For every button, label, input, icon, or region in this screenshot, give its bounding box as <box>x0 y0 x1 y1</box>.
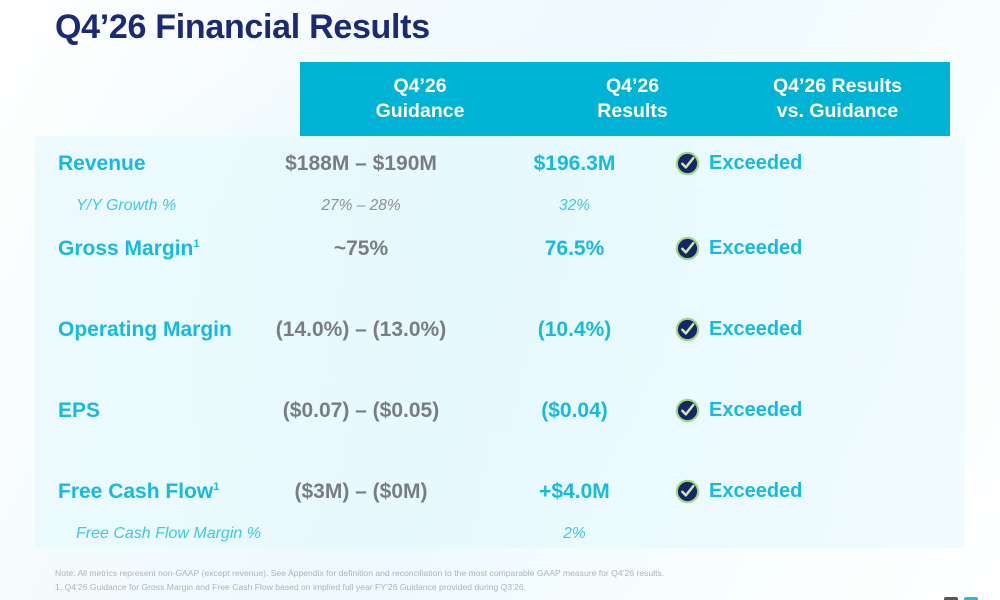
page-marker-cyan <box>964 597 978 600</box>
page-title: Q4’26 Financial Results <box>55 8 430 46</box>
row-label-fcf-margin: Free Cash Flow Margin % <box>0 525 261 543</box>
column-header-results-line2: Results <box>597 100 668 122</box>
footnote-marker: 1 <box>213 480 220 493</box>
table-row: Free Cash Flow Margin % 2% <box>0 519 1000 549</box>
row-results-yy-growth: 32% <box>558 197 591 214</box>
footnotes: Note: All metrics represent non-GAAP (ex… <box>55 566 755 594</box>
footnote-line-2: 1. Q4’26 Guidance for Gross Margin and F… <box>55 582 526 593</box>
row-label-revenue: Revenue <box>0 152 240 176</box>
row-label-text: Free Cash Flow <box>58 479 214 503</box>
table-row: Operating Margin (14.0%) – (13.0%) (10.4… <box>0 302 1000 357</box>
column-header-vs-guidance-line2: vs. Guidance <box>776 100 899 122</box>
table-row: EPS ($0.07) – ($0.05) ($0.04) Exceeded <box>0 383 1000 438</box>
page-marker-dark <box>944 597 958 600</box>
row-label-text: Revenue <box>58 151 146 175</box>
row-label-yy-growth: Y/Y Growth % <box>0 197 240 215</box>
status-badge: Exceeded <box>709 237 803 259</box>
row-status-gross-margin: Exceeded <box>667 236 927 261</box>
column-header-vs-guidance: Q4’26 Results vs. Guidance <box>725 74 950 124</box>
check-circle-icon <box>675 479 700 504</box>
row-label-text: Free Cash Flow Margin % <box>76 525 261 542</box>
page-marker <box>944 597 978 600</box>
row-status-operating-margin: Exceeded <box>667 317 927 342</box>
row-results-fcf-margin: 2% <box>563 525 586 542</box>
row-results-eps: ($0.04) <box>541 398 608 422</box>
table-body: Revenue $188M – $190M $196.3M Exceeded Y… <box>0 136 1000 549</box>
row-status-eps: Exceeded <box>667 398 927 423</box>
row-guidance-eps: ($0.07) – ($0.05) <box>282 398 440 422</box>
status-badge: Exceeded <box>709 399 803 421</box>
status-badge: Exceeded <box>709 152 803 174</box>
row-label-text: Gross Margin <box>58 236 194 260</box>
row-guidance-operating-margin: (14.0%) – (13.0%) <box>275 317 447 341</box>
table-body-background <box>35 136 965 548</box>
check-circle-icon <box>675 317 700 342</box>
row-spacer <box>0 276 1000 302</box>
row-results-free-cash-flow: +$4.0M <box>539 479 610 503</box>
row-guidance-yy-growth: 27% – 28% <box>321 197 401 214</box>
row-results-operating-margin: (10.4%) <box>537 317 612 341</box>
status-badge: Exceeded <box>709 318 803 340</box>
column-header-results: Q4’26 Results <box>540 74 725 124</box>
row-results-gross-margin: 76.5% <box>544 236 605 260</box>
table-row: Free Cash Flow1 ($3M) – ($0M) +$4.0M Exc… <box>0 464 1000 519</box>
row-label-free-cash-flow: Free Cash Flow1 <box>0 480 240 504</box>
check-circle-icon <box>675 236 700 261</box>
row-status-free-cash-flow: Exceeded <box>667 479 927 504</box>
table-row: Y/Y Growth % 27% – 28% 32% <box>0 191 1000 221</box>
table-header-band <box>300 62 950 136</box>
column-header-results-line1: Q4’26 <box>605 75 660 98</box>
row-guidance-revenue: $188M – $190M <box>285 151 437 175</box>
row-results-revenue: $196.3M <box>533 151 616 175</box>
row-status-revenue: Exceeded <box>667 151 927 176</box>
row-spacer <box>0 438 1000 464</box>
column-header-guidance-line1: Q4’26 <box>393 75 447 98</box>
footnote-marker: 1 <box>193 237 200 250</box>
footnote-line-1: Note: All metrics represent non-GAAP (ex… <box>55 568 665 578</box>
row-guidance-free-cash-flow: ($3M) – ($0M) <box>294 479 428 503</box>
row-label-gross-margin: Gross Margin1 <box>0 237 240 261</box>
row-label-operating-margin: Operating Margin <box>0 318 240 342</box>
table-header-row: Q4’26 Guidance Q4’26 Results Q4’26 Resul… <box>300 62 950 136</box>
column-header-guidance-line2: Guidance <box>375 100 465 122</box>
table-row: Gross Margin1 ~75% 76.5% Exceeded <box>0 221 1000 276</box>
column-header-vs-guidance-line1: Q4’26 Results <box>773 75 902 98</box>
row-guidance-gross-margin: ~75% <box>333 236 389 260</box>
table-row: Revenue $188M – $190M $196.3M Exceeded <box>0 136 1000 191</box>
row-spacer <box>0 357 1000 383</box>
column-header-guidance: Q4’26 Guidance <box>300 74 540 124</box>
check-circle-icon <box>675 398 700 423</box>
row-label-text: Y/Y Growth % <box>76 197 177 214</box>
status-badge: Exceeded <box>709 480 803 502</box>
row-label-eps: EPS <box>0 399 240 423</box>
check-circle-icon <box>675 151 700 176</box>
row-label-text: Operating Margin <box>58 317 232 341</box>
row-label-text: EPS <box>58 398 101 422</box>
